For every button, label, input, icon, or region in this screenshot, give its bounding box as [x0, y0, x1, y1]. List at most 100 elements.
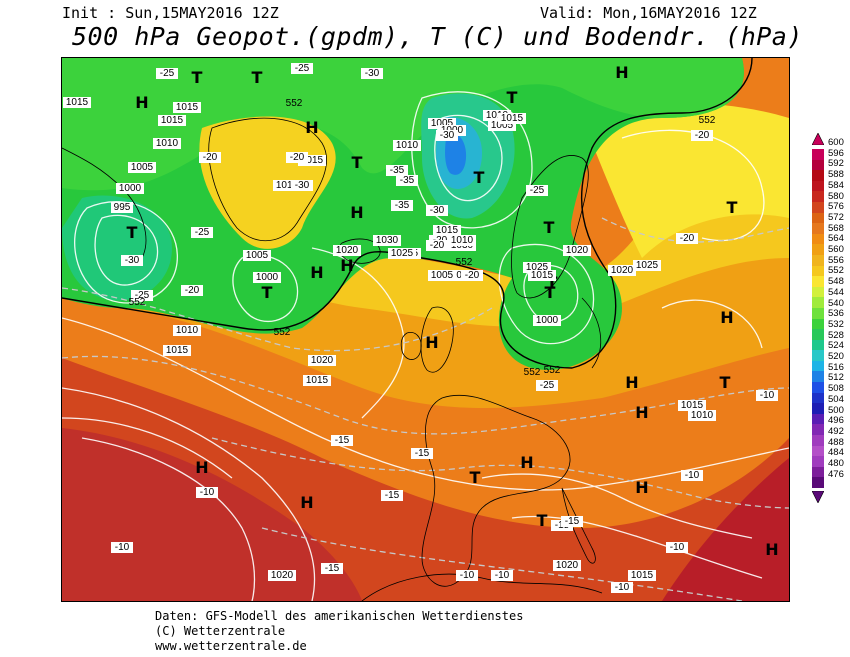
coast-greenland: [208, 117, 327, 242]
coast-ireland: [400, 332, 422, 360]
isotherm-value-label-box: [199, 152, 221, 163]
isotherm-value-label-box: [321, 563, 343, 574]
high-pressure-label: H: [635, 403, 648, 422]
isobar-value-label: 1005: [431, 270, 454, 281]
legend-tick-label: 520: [828, 351, 844, 362]
isobar-value-label: 1000: [536, 315, 559, 326]
isobar-value-label: 1015: [301, 155, 324, 166]
isobar-value-label: 1010: [486, 110, 509, 121]
legend-swatch: [812, 413, 824, 425]
isobar-value-label-box: [488, 120, 516, 131]
legend-swatch: [812, 286, 824, 298]
isobar-value-label: 1020: [336, 245, 359, 256]
high-pressure-label: H: [310, 263, 323, 282]
legend-swatch: [812, 339, 824, 351]
legend-tick-label: 540: [828, 297, 844, 309]
isotherm-value-label-box: [611, 582, 633, 593]
isobar-value-label-box: [498, 113, 526, 124]
isotherm-value-label-box: [461, 270, 483, 281]
isobar-value-label: 1005: [131, 162, 154, 173]
legend-swatch: [812, 360, 824, 372]
low-pressure-label: T: [545, 283, 556, 302]
legend-tick-label: 560: [828, 244, 844, 255]
isobar: [232, 254, 299, 322]
isobar-value-label: 1020: [311, 355, 334, 366]
credit-data-source: Daten: GFS-Modell des amerikanischen Wet…: [155, 609, 524, 623]
isotherm-value-label: -25: [530, 185, 545, 196]
low-pressure-label: T: [470, 468, 481, 487]
isotherm-value-label: -15: [335, 435, 350, 446]
legend-tick-label: 480: [828, 458, 844, 469]
legend-tick-label: 556: [828, 254, 844, 266]
isotherm-value-label-box: [286, 152, 308, 163]
legend-tick-label: 576: [828, 201, 844, 213]
coast-baltic: [581, 297, 602, 369]
isotherm-value-label-box: [131, 290, 153, 301]
isobar-value-label: 1015: [681, 400, 704, 411]
legend-swatch: [812, 424, 824, 436]
isobar-value-label: 1015: [501, 113, 524, 124]
isotherm-value-label: -10: [760, 390, 775, 401]
legend-tick-label: 552: [828, 265, 844, 277]
coast-uk: [420, 306, 454, 373]
isobar-value-label-box: [128, 162, 156, 173]
high-pressure-label: H: [615, 63, 628, 82]
isobar-value-label-box: [388, 248, 416, 259]
isotherm-value-label: -10: [115, 542, 130, 553]
legend-swatch: [812, 149, 824, 160]
isotherm-value-label: -10: [495, 570, 510, 581]
coast-africa: [361, 573, 603, 601]
weather-map: H H H H H H H H H H H H H H H T T T T T T T T T T T T T T 1015 1015 101…: [61, 57, 790, 602]
legend-tick-label: 496: [828, 415, 844, 427]
isobar-value-label-box: [678, 400, 706, 411]
isobar-value-label: 1015: [166, 345, 189, 356]
isobar-value-label-box: [111, 202, 133, 213]
isotherm-value-label: -20: [465, 270, 480, 281]
legend-tick-label: 584: [828, 179, 844, 191]
isobar-value-label: 1000: [256, 272, 279, 283]
isotherm-value-label: -25: [540, 380, 555, 391]
isotherm-value-label-box: [181, 285, 203, 296]
legend-tick-label: 580: [828, 190, 844, 202]
high-pressure-label: H: [135, 93, 148, 112]
isobar-value-label-box: [628, 570, 656, 581]
legend-tick-label: 476: [828, 468, 844, 480]
isotherm-value-label-box: [411, 448, 433, 459]
geopot-contour-label: 552: [274, 327, 291, 338]
isobar-value-label: 1015: [631, 570, 654, 581]
isotherm-value-label: -30: [125, 255, 140, 266]
isobar-value-label: 1015: [161, 115, 184, 126]
isotherm-value-label-box: [291, 63, 313, 74]
isotherms: [62, 217, 789, 601]
legend-tick-label: 600: [828, 137, 844, 148]
geopot-fill-520: [445, 132, 467, 175]
low-pressure-label: T: [547, 273, 558, 292]
isobar: [94, 214, 159, 286]
legend-swatch: [812, 329, 824, 340]
legend-swatch: [812, 403, 824, 414]
isotherm-value-label: -15: [325, 563, 340, 574]
isobar-value-label-box: [243, 250, 271, 261]
isobar-value-label-box: [303, 375, 331, 386]
high-pressure-label: H: [720, 308, 733, 327]
geopot-fill-548-north: [62, 58, 744, 191]
isobar-value-label-box: [173, 325, 201, 336]
isotherm-value-label-box: [676, 233, 698, 244]
low-pressure-label: T: [352, 153, 363, 172]
isotherm-value-label: -25: [195, 227, 210, 238]
high-pressure-label: H: [350, 203, 363, 222]
legend-swatch: [812, 265, 824, 277]
legend-swatch: [812, 191, 824, 202]
isotherm-value-label: -20: [695, 130, 710, 141]
isotherm-value-label: -20: [680, 233, 695, 244]
isotherm-value-label-box: [536, 380, 558, 391]
legend-swatch: [812, 244, 824, 255]
isotherm-value-label: -35: [390, 165, 405, 176]
isobar-value-label: 1005: [431, 118, 454, 129]
geopot-fill-544-low-west: [62, 195, 172, 301]
isotherm-value-label: -30: [440, 130, 455, 141]
isobar-value-label-box: [163, 345, 191, 356]
isobar-value-label-box: [173, 102, 201, 113]
geopot-fill-580: [62, 428, 362, 601]
